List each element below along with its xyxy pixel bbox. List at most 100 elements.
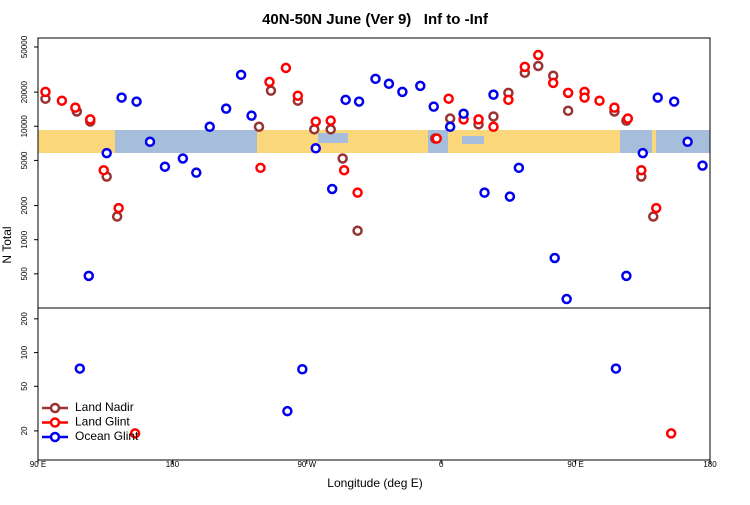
point	[326, 183, 338, 195]
y-axis-label: N Total	[0, 226, 14, 263]
y-tick-label: 200	[20, 312, 29, 326]
point	[443, 93, 454, 104]
point	[325, 124, 336, 135]
y-tick-label: 50000	[20, 35, 29, 58]
point	[144, 136, 156, 148]
point	[444, 113, 456, 124]
point	[111, 211, 123, 222]
point	[697, 160, 708, 171]
point	[255, 162, 266, 174]
point	[665, 428, 677, 439]
x-axis-label: Longitude (deg E)	[327, 476, 422, 490]
point	[113, 202, 124, 214]
point	[488, 111, 499, 122]
legend-marker	[49, 402, 61, 414]
point	[246, 110, 257, 121]
point	[191, 167, 202, 178]
point	[637, 147, 649, 159]
point	[337, 153, 348, 164]
y-tick-label: 50	[20, 381, 29, 390]
point	[264, 76, 275, 88]
point	[310, 116, 322, 127]
point	[83, 270, 95, 282]
point	[177, 153, 189, 164]
point	[609, 102, 620, 113]
point	[636, 164, 647, 176]
x-tick-label: 90 E	[567, 460, 583, 469]
x-tick-label: 180	[703, 460, 717, 469]
point	[352, 225, 363, 236]
point	[265, 85, 277, 96]
point	[488, 89, 499, 100]
point	[479, 187, 490, 198]
y-tick-label: 100	[20, 345, 29, 359]
y-tick-label: 1000	[20, 230, 29, 248]
point	[116, 92, 127, 103]
point	[129, 428, 141, 439]
point	[473, 114, 484, 125]
point	[310, 143, 322, 154]
point	[652, 92, 663, 103]
point	[74, 363, 86, 374]
point	[340, 94, 351, 106]
legend-marker	[49, 417, 61, 428]
point	[579, 92, 590, 103]
point	[415, 80, 426, 92]
y-tick-label: 5000	[20, 151, 29, 169]
point	[648, 211, 659, 222]
point	[488, 121, 499, 133]
point	[297, 364, 308, 375]
point	[610, 363, 622, 374]
point	[282, 405, 293, 417]
point	[562, 87, 574, 99]
point	[383, 78, 395, 90]
x-tick-label: 90 W	[297, 460, 316, 469]
x-tick-label: 0	[439, 460, 444, 469]
point	[40, 86, 51, 98]
point	[444, 121, 456, 133]
point	[280, 62, 292, 74]
point	[159, 161, 171, 172]
point	[292, 90, 304, 101]
point	[650, 202, 662, 214]
point	[549, 252, 560, 264]
point	[70, 102, 81, 113]
point	[682, 136, 693, 148]
y-tick-label: 20000	[20, 80, 29, 103]
y-tick-label: 2000	[20, 196, 29, 214]
point	[428, 101, 439, 112]
legend-label: Land Glint	[75, 415, 130, 429]
point	[503, 94, 514, 106]
point	[519, 61, 531, 73]
point	[504, 191, 516, 202]
point	[547, 77, 559, 89]
point	[561, 293, 572, 305]
point	[131, 96, 142, 107]
point	[513, 162, 525, 174]
map-strip	[38, 130, 710, 153]
point	[562, 105, 574, 117]
y-tick-label: 10000	[20, 115, 29, 138]
point	[621, 270, 632, 282]
point	[101, 147, 112, 159]
point	[204, 121, 215, 133]
chart-title: 40N-50N June (Ver 9) Inf to -Inf	[262, 11, 489, 28]
point	[220, 103, 232, 114]
y-tick-label: 20	[20, 426, 29, 435]
point	[622, 113, 634, 124]
x-tick-label: 90 E	[30, 460, 46, 469]
point	[431, 133, 442, 144]
legend-label: Ocean Glint	[75, 429, 139, 443]
point	[235, 69, 247, 81]
point	[56, 95, 68, 106]
y-tick-label: 500	[20, 267, 29, 281]
point	[533, 60, 544, 72]
lower-frame	[37, 307, 711, 461]
point	[353, 96, 365, 107]
point	[370, 73, 381, 85]
point	[668, 96, 680, 107]
x-tick-label: 180	[166, 460, 180, 469]
point	[458, 108, 469, 119]
point	[98, 164, 109, 176]
